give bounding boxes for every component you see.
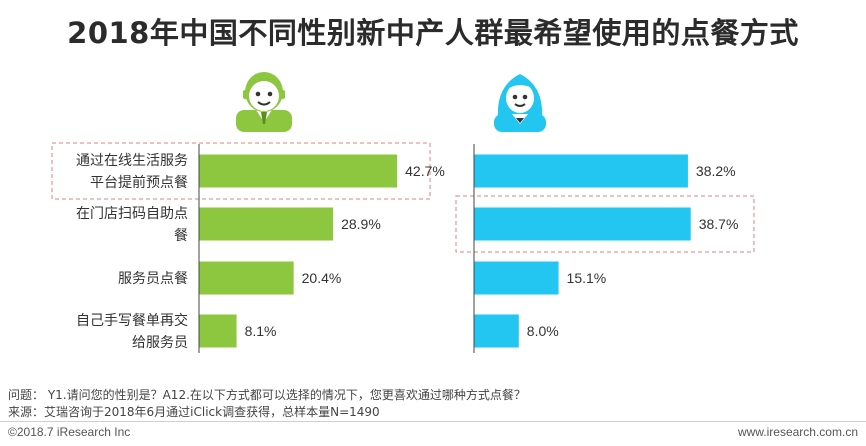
category-label-3-1: 给服务员: [132, 335, 188, 351]
footer-divider: [0, 421, 866, 422]
male-value-label-3: 8.1%: [245, 323, 277, 339]
female-value-label-3: 8.0%: [527, 323, 559, 339]
male-bar-3: [199, 314, 237, 348]
copyright: ©2018.7 iResearch Inc: [8, 425, 131, 439]
chart-title: 2018年中国不同性别新中产人群最希望使用的点餐方式: [67, 16, 799, 50]
male-bar-1: [199, 207, 334, 241]
female-bar-2: [474, 261, 559, 295]
category-label-0-1: 平台提前预点餐: [90, 174, 188, 191]
female-value-label-1: 38.7%: [699, 216, 739, 232]
website: www.iresearch.com.cn: [737, 425, 858, 439]
male-value-label-1: 28.9%: [341, 216, 381, 232]
woman-avatar-icon: [494, 74, 546, 132]
footer-question: 问题： Y1.请问您的性别是？A12.在以下方式都可以选择的情况下，您更喜欢通过…: [8, 388, 526, 402]
category-label-0-0: 通过在线生活服务: [76, 153, 188, 169]
female-bar-1: [474, 207, 691, 241]
male-value-label-0: 42.7%: [405, 163, 445, 179]
male-highlight-box: [51, 142, 431, 200]
footer-source: 来源：艾瑞咨询于2018年6月通过iClick调查获得，总样本量N=1490: [8, 405, 380, 419]
male-value-label-2: 20.4%: [302, 270, 342, 286]
female-value-label-2: 15.1%: [567, 270, 607, 286]
female-value-label-0: 38.2%: [696, 163, 736, 179]
category-label-1-0: 在门店扫码自助点: [76, 206, 188, 222]
male-bar-2: [199, 261, 294, 295]
female-bar-3: [474, 314, 519, 348]
category-label-2-0: 服务员点餐: [118, 271, 188, 287]
male-bar-0: [199, 154, 398, 188]
category-label-3-0: 自己手写餐单再交: [76, 312, 188, 329]
female-highlight-box: [455, 195, 755, 253]
category-label-1-1: 餐: [174, 228, 188, 244]
female-bar-0: [474, 154, 688, 188]
man-avatar-icon: [236, 72, 292, 132]
